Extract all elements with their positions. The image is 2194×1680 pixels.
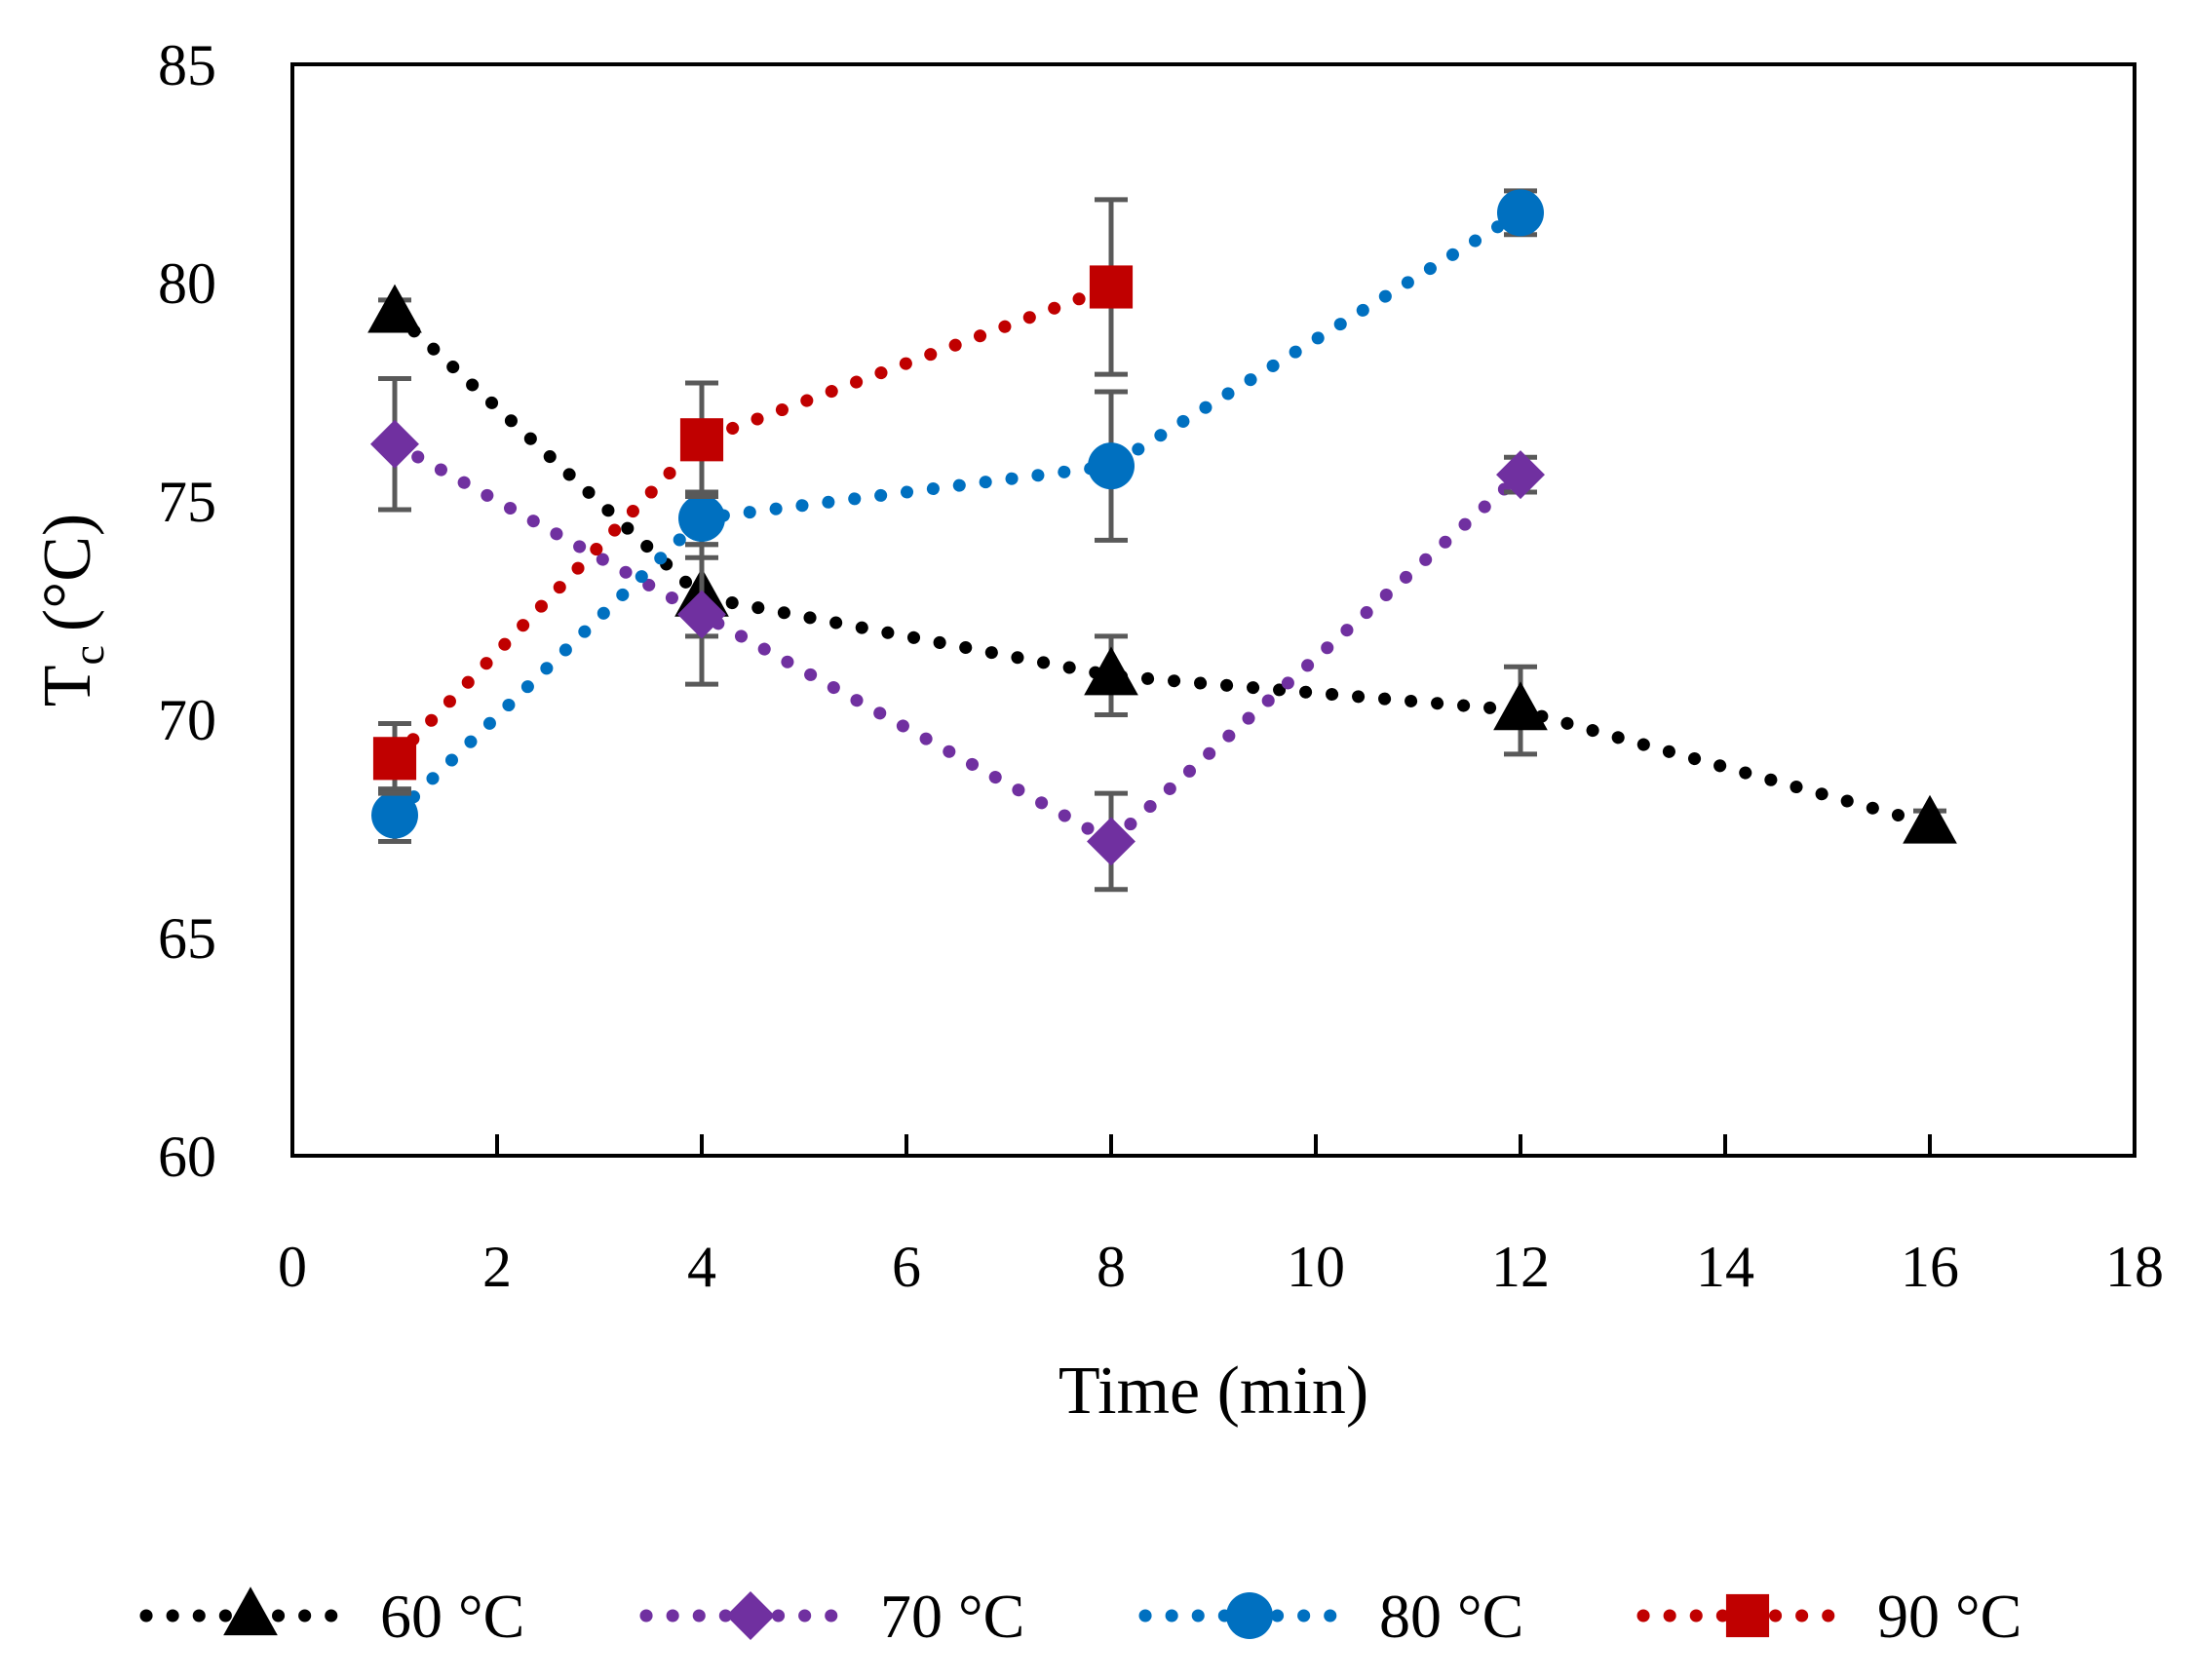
legend-label: 90 °C xyxy=(1877,1582,2021,1651)
y-tick-label: 75 xyxy=(158,470,216,534)
y-axis-title-unit: (°C) xyxy=(30,514,105,631)
series-2 xyxy=(371,188,1544,844)
x-tick-label: 18 xyxy=(2105,1235,2164,1299)
legend: 60 °C 70 °C 80 °C 90 °C xyxy=(139,1582,2021,1651)
data-point xyxy=(1497,189,1544,237)
data-point xyxy=(367,284,422,333)
x-tick-label: 6 xyxy=(892,1235,921,1299)
series-line xyxy=(388,438,1527,850)
y-tick-label: 85 xyxy=(158,33,216,97)
data-point xyxy=(1903,794,1957,844)
legend-item-2: 80 °C xyxy=(1138,1582,1523,1651)
plot-area xyxy=(290,62,2136,1158)
data-point xyxy=(1496,450,1545,500)
y-axis-title: Tc (°C) xyxy=(30,514,113,707)
x-tick-label: 2 xyxy=(482,1235,512,1299)
x-tick-label: 10 xyxy=(1287,1235,1345,1299)
legend-marker xyxy=(726,1591,775,1640)
y-tick-label: 70 xyxy=(158,688,216,752)
y-tick-label: 65 xyxy=(158,906,216,971)
y-axis-title-subscript: c xyxy=(63,645,113,665)
x-tick-label: 4 xyxy=(687,1235,716,1299)
data-point xyxy=(371,791,418,839)
data-point xyxy=(679,418,724,462)
legend-marker xyxy=(223,1586,278,1636)
x-tick-label: 14 xyxy=(1696,1235,1754,1299)
data-point xyxy=(1088,442,1135,490)
legend-item-0: 60 °C xyxy=(139,1582,524,1651)
data-point xyxy=(1084,646,1138,696)
legend-label: 80 °C xyxy=(1379,1582,1523,1651)
x-tick-label: 12 xyxy=(1491,1235,1550,1299)
data-point xyxy=(372,737,417,781)
legend-label: 70 °C xyxy=(880,1582,1024,1651)
y-axis-title-main: T xyxy=(30,665,105,706)
x-tick-label: 0 xyxy=(278,1235,307,1299)
x-axis-title: Time (min) xyxy=(1059,1354,1368,1429)
data-point xyxy=(677,590,726,639)
series-layer xyxy=(367,188,1957,893)
y-tick-label: 60 xyxy=(158,1125,216,1189)
legend-marker xyxy=(1226,1592,1273,1639)
data-point xyxy=(678,494,725,542)
series-line xyxy=(388,206,1527,822)
data-point xyxy=(1493,681,1548,731)
series-line xyxy=(388,280,1118,765)
data-point xyxy=(370,419,419,469)
data-point xyxy=(1089,265,1134,309)
legend-item-1: 70 °C xyxy=(639,1582,1024,1651)
axis-ticks: 0 2 4 6 8 10 12 14 16 18 60 65 70 75 80 85 xyxy=(158,33,2164,1299)
legend-marker xyxy=(1725,1593,1770,1638)
legend-label: 60 °C xyxy=(380,1582,524,1651)
x-tick-label: 16 xyxy=(1901,1235,1959,1299)
data-point xyxy=(1087,817,1135,866)
legend-item-3: 90 °C xyxy=(1636,1582,2021,1651)
y-tick-label: 80 xyxy=(158,251,216,316)
series-3 xyxy=(372,197,1134,796)
x-tick-label: 8 xyxy=(1097,1235,1126,1299)
